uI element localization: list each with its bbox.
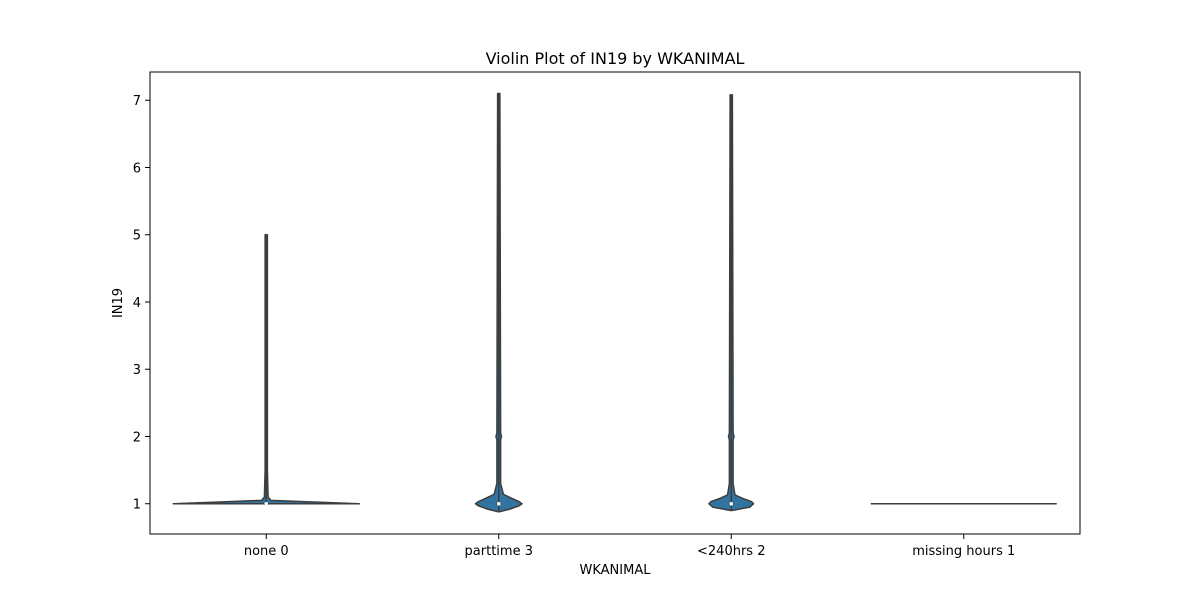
x-tick-label: none 0 xyxy=(244,544,289,559)
y-axis: 1 2 3 4 5 6 7 xyxy=(133,94,150,513)
violin-1 xyxy=(474,92,523,513)
y-tick-label: 1 xyxy=(133,498,141,513)
plot-frame xyxy=(149,71,1081,535)
y-tick-label: 7 xyxy=(133,94,141,109)
x-axis-label: WKANIMAL xyxy=(580,563,652,578)
y-tick-label: 4 xyxy=(133,296,141,311)
violin-0 xyxy=(172,233,360,506)
violin-median xyxy=(729,501,734,506)
y-tick-label: 3 xyxy=(133,363,141,378)
y-tick-label: 2 xyxy=(133,430,141,445)
violin-median xyxy=(264,501,269,506)
y-tick-label: 5 xyxy=(133,229,141,244)
x-axis: none 0 parttime 3 <240hrs 2 missing hours 1 xyxy=(244,534,1015,559)
y-axis-label: IN19 xyxy=(111,288,126,318)
plot-area xyxy=(172,92,1057,513)
x-tick-label: <240hrs 2 xyxy=(697,544,765,559)
x-tick-label: missing hours 1 xyxy=(912,544,1015,559)
violin-median xyxy=(496,501,501,506)
violin-2 xyxy=(708,94,755,512)
y-tick-label: 6 xyxy=(133,161,141,176)
chart-title: Violin Plot of IN19 by WKANIMAL xyxy=(486,49,745,68)
x-tick-label: parttime 3 xyxy=(465,544,533,559)
